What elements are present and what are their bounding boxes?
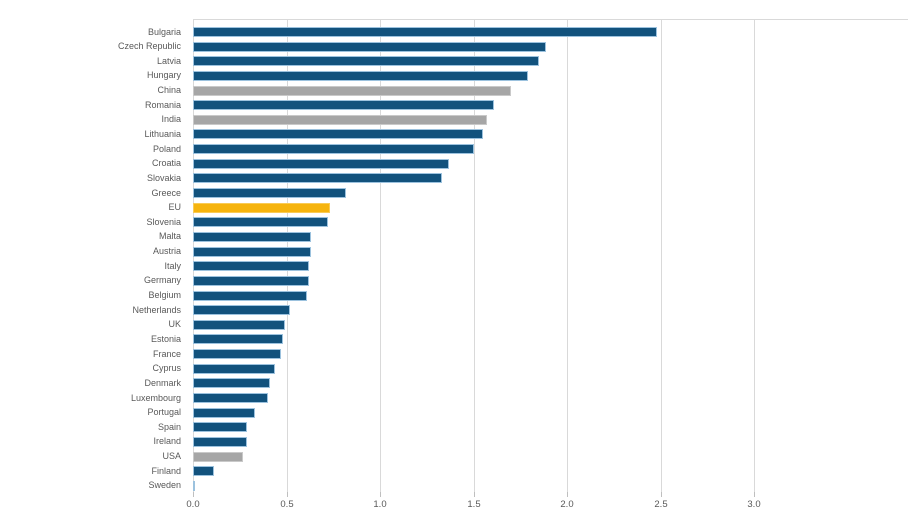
category-label-malta: Malta — [158, 231, 181, 242]
gridline-3.0 — [754, 20, 755, 493]
axis-tick — [661, 492, 662, 497]
axis-tick — [474, 492, 475, 497]
bar-spain — [193, 422, 248, 433]
category-axis: Bulgaria Czech Republic Latvia Hungary China… — [0, 0, 187, 525]
category-label-estonia: Estonia — [150, 333, 181, 344]
category-label-eu: EU — [168, 202, 181, 213]
category-label-austria: Austria — [152, 246, 181, 257]
category-label-ireland: Ireland — [153, 436, 181, 447]
bar-uk — [193, 319, 285, 330]
category-label-india: India — [161, 114, 181, 125]
bar-bulgaria — [193, 27, 657, 37]
category-label-latvia: Latvia — [156, 55, 181, 66]
bar-hungary — [193, 70, 528, 81]
axis-tick — [567, 492, 568, 497]
bar-romania — [193, 100, 495, 111]
bar-belgium — [193, 290, 308, 301]
plot-area — [193, 19, 908, 493]
axis-tick-label: 1.5 — [467, 499, 481, 510]
axis-tick-label: 3.0 — [747, 499, 761, 510]
category-label-portugal: Portugal — [147, 407, 181, 418]
category-label-finland: Finland — [151, 465, 181, 476]
bar-greece — [193, 188, 347, 199]
bar-usa — [193, 451, 244, 462]
axis-tick — [193, 492, 194, 497]
category-label-denmark: Denmark — [144, 377, 181, 388]
bar-malta — [193, 231, 311, 242]
bar-france — [193, 349, 281, 360]
bar-india — [193, 114, 487, 125]
gridline-2.0 — [567, 20, 568, 493]
category-label-france: France — [152, 348, 181, 359]
category-label-lithuania: Lithuania — [144, 128, 181, 139]
bar-estonia — [193, 334, 283, 345]
bar-latvia — [193, 56, 539, 67]
category-label-romania: Romania — [144, 99, 181, 110]
category-label-uk: UK — [168, 319, 181, 330]
category-label-bulgaria: Bulgaria — [147, 26, 181, 37]
bar-lithuania — [193, 129, 483, 140]
axis-tick-label: 0.5 — [280, 499, 294, 510]
category-label-poland: Poland — [152, 143, 181, 154]
category-label-sweden: Sweden — [148, 480, 181, 491]
bar-czech-republic — [193, 41, 547, 52]
bar-denmark — [193, 378, 270, 389]
bar-cyprus — [193, 363, 276, 374]
axis-tick-label: 0.0 — [186, 499, 200, 510]
bar-italy — [193, 261, 309, 272]
bar-eu — [193, 202, 330, 213]
category-label-czech-republic: Czech Republic — [117, 41, 181, 52]
category-label-croatia: Croatia — [151, 158, 181, 169]
bar-finland — [193, 466, 214, 477]
category-label-spain: Spain — [157, 421, 181, 432]
bar-slovakia — [193, 173, 442, 184]
category-label-china: China — [157, 85, 181, 96]
category-label-italy: Italy — [164, 260, 181, 271]
axis-tick — [380, 492, 381, 497]
category-label-greece: Greece — [151, 187, 181, 198]
axis-tick-label: 2.5 — [654, 499, 668, 510]
bar-sweden — [193, 480, 195, 491]
bar-croatia — [193, 158, 450, 169]
category-label-cyprus: Cyprus — [152, 363, 181, 374]
category-label-slovenia: Slovenia — [146, 216, 181, 227]
category-label-slovakia: Slovakia — [146, 172, 181, 183]
axis-tick-label: 2.0 — [560, 499, 574, 510]
bar-portugal — [193, 407, 255, 418]
bar-germany — [193, 275, 309, 286]
category-label-hungary: Hungary — [146, 70, 181, 81]
bar-netherlands — [193, 305, 291, 316]
gridline-1.0 — [380, 20, 381, 493]
gridline-2.5 — [661, 20, 662, 493]
bar-poland — [193, 144, 474, 155]
axis-tick — [287, 492, 288, 497]
category-label-germany: Germany — [143, 275, 181, 286]
gridline-1.5 — [474, 20, 475, 493]
bar-austria — [193, 246, 311, 257]
axis-tick-label: 1.0 — [373, 499, 387, 510]
bar-luxembourg — [193, 393, 268, 403]
bar-china — [193, 85, 511, 96]
axis-tick — [754, 492, 755, 497]
bar-ireland — [193, 436, 248, 447]
category-label-usa: USA — [162, 451, 181, 462]
category-label-belgium: Belgium — [148, 290, 181, 301]
bar-slovenia — [193, 217, 328, 228]
category-label-netherlands: Netherlands — [132, 304, 181, 315]
category-label-luxembourg: Luxembourg — [130, 392, 181, 403]
